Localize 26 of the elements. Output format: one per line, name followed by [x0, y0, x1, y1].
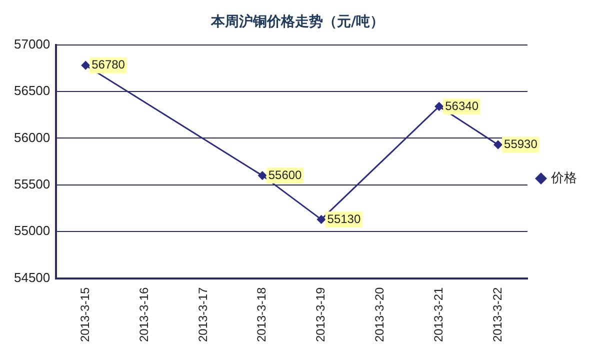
chart-title: 本周沪铜价格走势（元/吨） [210, 13, 384, 30]
x-tick-label: 2013-3-20 [372, 286, 387, 342]
point [81, 61, 90, 70]
x-tick-label: 2013-3-15 [78, 286, 92, 342]
data-label: 56340 [445, 98, 479, 113]
y-tick-label: 56000 [14, 130, 50, 145]
data-label: 55600 [268, 168, 302, 182]
x-tick-label: 2013-3-17 [196, 286, 210, 342]
point [434, 102, 444, 111]
legend-label: 价格 [550, 170, 577, 186]
data-label: 56780 [92, 58, 126, 72]
x-tick-label: 2013-3-22 [490, 286, 504, 342]
point [494, 140, 502, 149]
y-tick-label: 54500 [14, 270, 50, 285]
x-tick-label: 2013-3-16 [136, 286, 151, 342]
y-tick-label: 55500 [14, 176, 50, 192]
y-tick-label: 57000 [14, 36, 50, 52]
y-tick-label: 55000 [14, 223, 50, 238]
point [317, 215, 326, 224]
data-label: 55130 [327, 212, 361, 226]
x-tick-label: 2013-3-18 [254, 286, 269, 342]
point [258, 171, 267, 180]
data-label: 55930 [504, 137, 538, 152]
x-tick-label: 2013-3-21 [431, 286, 446, 342]
y-tick-label: 56500 [14, 83, 50, 98]
x-tick-label: 2013-3-19 [314, 286, 328, 342]
